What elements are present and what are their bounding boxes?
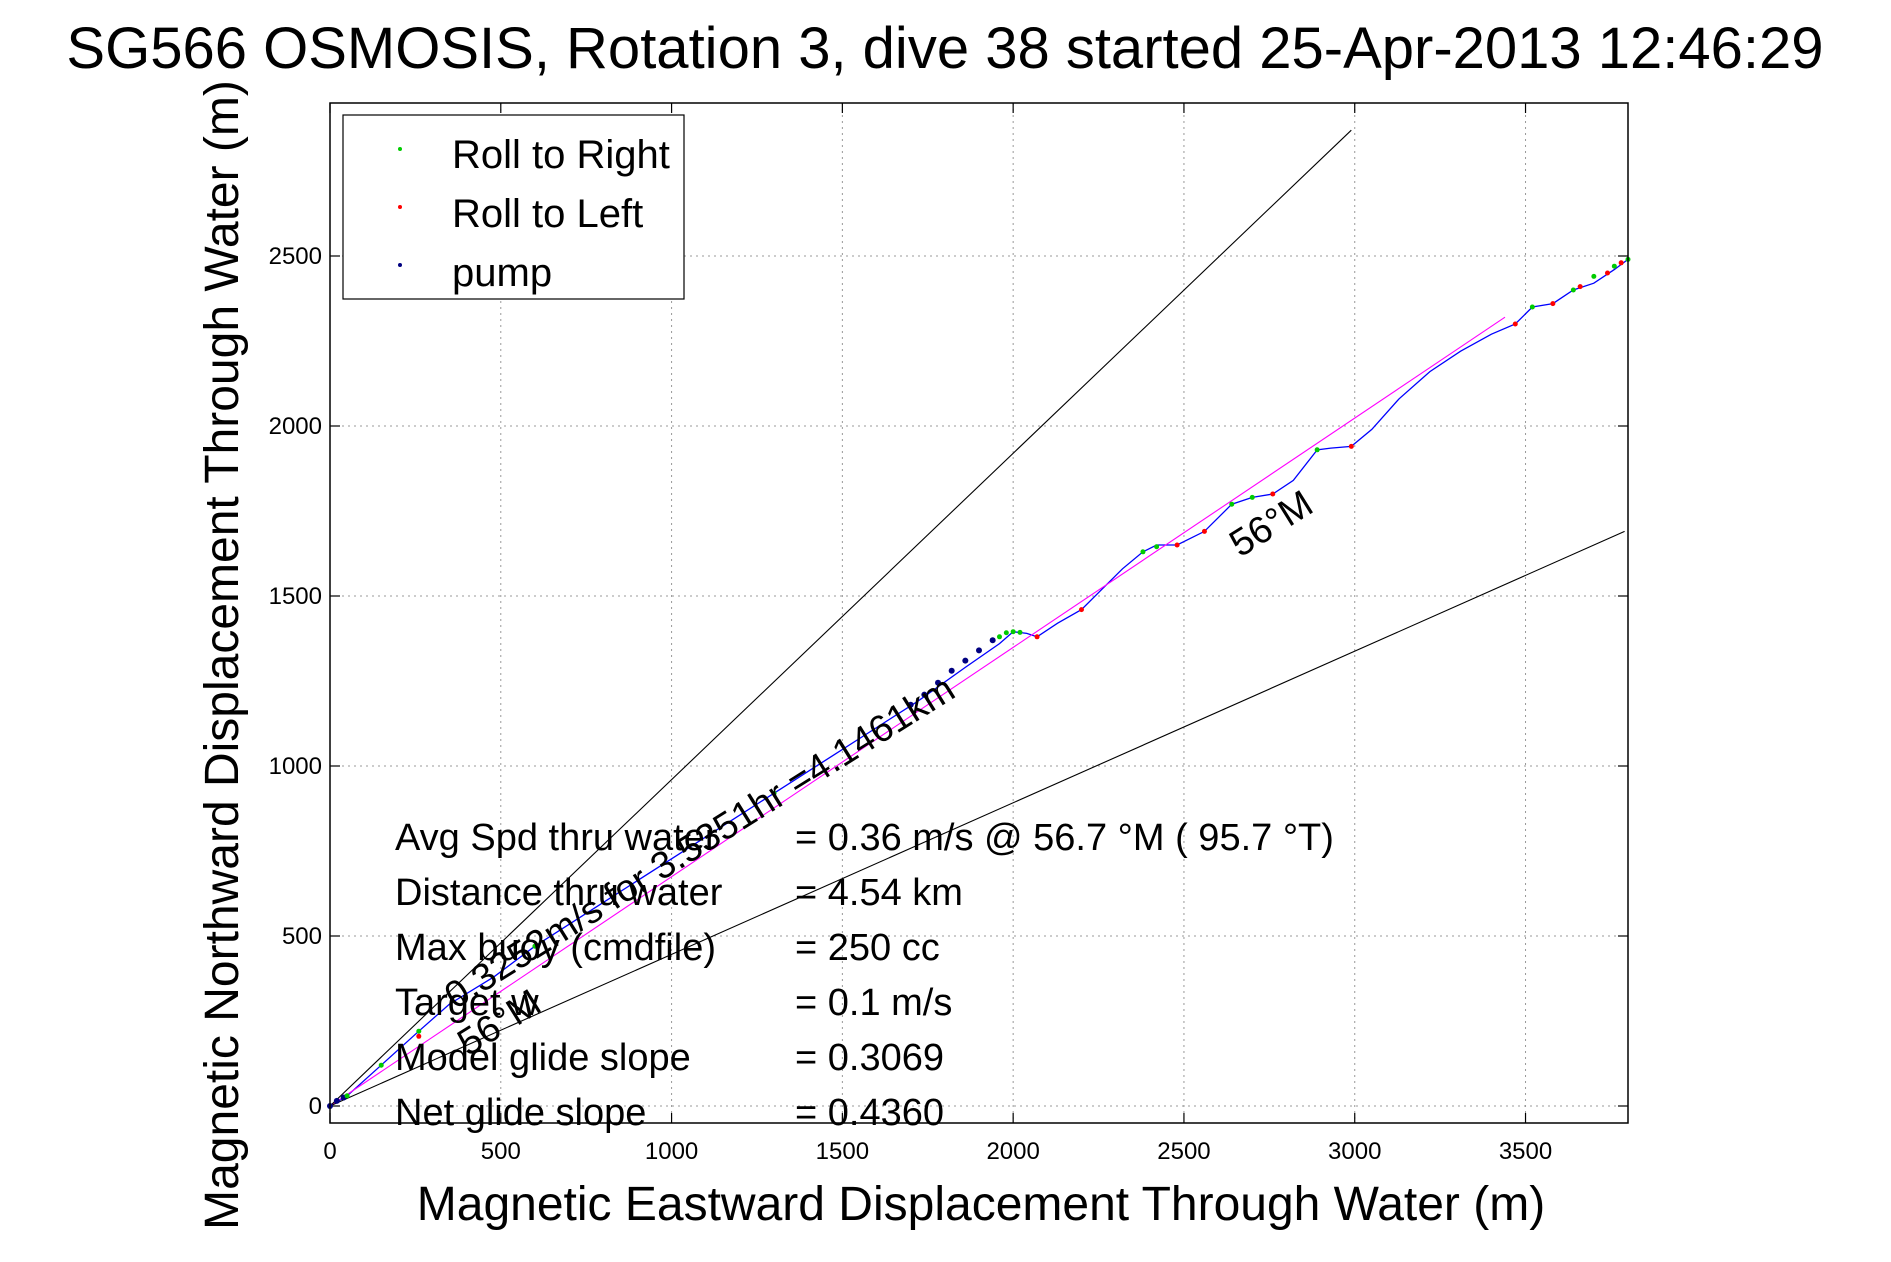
roll-right-point: [344, 1093, 350, 1099]
pump-point: [935, 679, 942, 686]
legend-marker-roll-left: [398, 205, 402, 209]
markers-layer: [327, 256, 1631, 1109]
tick-label-x: 3000: [1328, 1138, 1381, 1165]
x-axis-label: Magnetic Eastward Displacement Through W…: [417, 1178, 1545, 1231]
tick-label-x: 1000: [645, 1138, 698, 1165]
roll-right-point: [1017, 629, 1023, 635]
tick-label-x: 0: [323, 1138, 336, 1165]
stat-value: = 0.4360: [795, 1092, 944, 1134]
legend-marker-pump: [398, 263, 402, 267]
series-envelope-upper: [329, 129, 1352, 1107]
roll-right-point: [1154, 544, 1160, 550]
stat-value: = 0.3069: [795, 1037, 944, 1079]
stat-value: = 250 cc: [795, 927, 940, 969]
roll-left-point: [1174, 542, 1180, 548]
y-axis-label: Magnetic Northward Displacement Through …: [196, 80, 249, 1230]
stat-label: Distance thru water: [395, 872, 723, 914]
tick-label-y: 1000: [269, 753, 322, 780]
roll-left-point: [1270, 491, 1276, 497]
roll-left-point: [1201, 528, 1207, 534]
pump-point: [948, 667, 955, 674]
roll-left-point: [1348, 443, 1354, 449]
series-layer: [329, 129, 1629, 1107]
roll-left-point: [416, 1033, 422, 1039]
roll-right-point: [1003, 630, 1009, 636]
roll-left-point: [1618, 260, 1624, 266]
pump-point: [989, 637, 996, 644]
stat-label: Target w: [395, 982, 539, 1024]
tick-label-y: 500: [282, 923, 322, 950]
series-mean-heading-line: [329, 316, 1506, 1107]
legend: Roll to Right Roll to Left pump: [342, 114, 685, 300]
pump-point: [921, 691, 928, 698]
tick-label-x: 500: [481, 1138, 521, 1165]
roll-left-point: [1550, 301, 1556, 307]
series-envelope-lower: [329, 530, 1625, 1107]
stat-value: = 0.36 m/s @ 56.7 °M ( 95.7 °T): [795, 817, 1334, 859]
tick-label-x: 2000: [986, 1138, 1039, 1165]
roll-left-point: [1512, 321, 1518, 327]
tick-label-x: 3500: [1499, 1138, 1552, 1165]
roll-right-point: [1314, 447, 1320, 453]
roll-right-point: [1229, 501, 1235, 507]
pump-point: [962, 657, 969, 664]
legend-label-roll-right: Roll to Right: [452, 133, 670, 177]
tick-label-y: 1500: [269, 583, 322, 610]
tick-label-x: 2500: [1157, 1138, 1210, 1165]
stats-block: Avg Spd thru water = 0.36 m/s @ 56.7 °M …: [395, 817, 1334, 1134]
roll-left-point: [1034, 634, 1040, 640]
roll-right-point: [1140, 549, 1146, 555]
plot-frame: [329, 102, 1629, 1124]
tick-label-y: 0: [309, 1093, 322, 1120]
legend-marker-roll-right: [398, 147, 402, 151]
roll-right-point: [378, 1062, 384, 1068]
roll-left-point: [1577, 284, 1583, 290]
roll-right-point: [1570, 287, 1576, 293]
axis-ticks: 0 500 1000 1500 2000 2500 3000 3500 0 500 1000 1500…: [269, 103, 1628, 1165]
tick-label-x: 1500: [816, 1138, 869, 1165]
roll-right-point: [1010, 629, 1016, 635]
tick-label-y: 2000: [269, 413, 322, 440]
roll-right-point: [1591, 273, 1597, 279]
stat-label: Avg Spd thru water: [395, 817, 718, 859]
stat-label: Max buoy (cmdfile): [395, 927, 716, 969]
roll-right-point: [532, 943, 538, 949]
stat-value: = 4.54 km: [795, 872, 963, 914]
roll-right-point: [996, 634, 1002, 640]
tick-label-y: 2500: [269, 243, 322, 270]
stat-label: Net glide slope: [395, 1092, 646, 1134]
roll-right-point: [1249, 494, 1255, 500]
chart-title: SG566 OSMOSIS, Rotation 3, dive 38 start…: [66, 16, 1823, 81]
pump-point: [907, 701, 914, 708]
roll-right-point: [771, 790, 777, 796]
stat-value: = 0.1 m/s: [795, 982, 952, 1024]
legend-label-roll-left: Roll to Left: [452, 192, 643, 236]
roll-left-point: [1605, 270, 1611, 276]
pump-point: [976, 647, 982, 654]
pump-point: [333, 1097, 340, 1104]
roll-right-point: [416, 1028, 422, 1034]
series-track: [329, 258, 1629, 1107]
roll-right-point: [1611, 263, 1617, 269]
stat-label: Model glide slope: [395, 1037, 691, 1079]
legend-label-pump: pump: [452, 251, 552, 295]
roll-left-point: [1078, 607, 1084, 613]
roll-right-point: [1529, 304, 1535, 310]
